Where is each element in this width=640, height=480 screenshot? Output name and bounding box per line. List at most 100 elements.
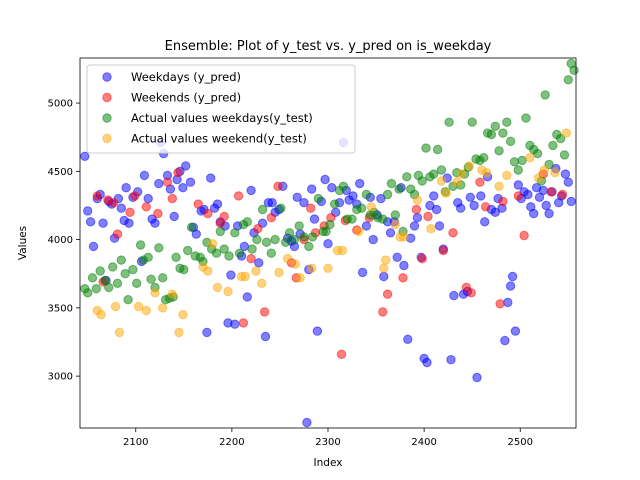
- legend-marker: [102, 113, 112, 123]
- point-series-2: [215, 226, 226, 237]
- point-series-0: [355, 178, 365, 189]
- point-series-2: [230, 228, 240, 238]
- point-series-3: [494, 181, 504, 192]
- point-series-0: [80, 151, 90, 162]
- point-series-2: [513, 165, 523, 175]
- point-series-1: [382, 289, 393, 299]
- point-series-0: [191, 229, 202, 239]
- point-series-3: [223, 286, 233, 297]
- point-series-3: [174, 327, 184, 338]
- point-series-0: [379, 271, 389, 282]
- point-series-2: [436, 165, 447, 175]
- point-series-2: [95, 266, 105, 276]
- point-series-2: [266, 248, 276, 258]
- point-series-2: [347, 214, 357, 224]
- point-series-1: [108, 198, 119, 208]
- point-series-3: [481, 168, 492, 178]
- point-series-2: [467, 117, 477, 127]
- point-series-2: [257, 204, 268, 215]
- point-series-0: [327, 183, 337, 193]
- point-series-3: [158, 303, 168, 313]
- point-series-1: [475, 177, 485, 187]
- point-series-2: [498, 128, 508, 138]
- point-series-2: [91, 284, 102, 294]
- legend: Weekdays (y_pred) Weekends (y_pred) Actual…: [86, 64, 356, 154]
- point-series-0: [541, 200, 551, 211]
- point-series-3: [561, 128, 572, 138]
- legend-marker: [102, 72, 112, 82]
- point-series-2: [548, 140, 558, 151]
- point-series-2: [132, 278, 142, 288]
- point-series-0: [185, 177, 196, 187]
- point-series-2: [276, 203, 286, 213]
- point-series-2: [555, 133, 566, 144]
- point-series-1: [233, 191, 244, 201]
- point-series-0: [150, 218, 160, 228]
- point-series-0: [472, 372, 482, 383]
- point-series-2: [252, 234, 262, 245]
- point-series-0: [469, 200, 479, 211]
- point-series-1: [253, 224, 263, 234]
- y-tick-label: 4500: [48, 167, 73, 178]
- point-series-0: [212, 199, 223, 209]
- point-series-0: [202, 327, 212, 338]
- point-series-1: [495, 299, 505, 309]
- point-series-3: [441, 188, 451, 198]
- point-series-0: [560, 169, 571, 179]
- point-series-2: [502, 117, 512, 127]
- point-series-0: [124, 218, 134, 228]
- point-series-1: [378, 307, 388, 317]
- y-tick-label: 3000: [48, 372, 73, 383]
- point-series-3: [208, 239, 218, 249]
- point-series-2: [179, 264, 189, 275]
- point-series-2: [224, 251, 234, 261]
- point-series-2: [146, 274, 156, 284]
- point-series-0: [409, 221, 420, 231]
- x-tick-label: 2400: [411, 437, 436, 448]
- point-series-1: [173, 168, 183, 178]
- point-series-2: [154, 243, 164, 253]
- point-series-1: [219, 211, 229, 222]
- point-series-1: [423, 211, 433, 222]
- point-series-3: [282, 254, 293, 264]
- point-series-0: [246, 185, 256, 196]
- point-series-1: [112, 229, 123, 239]
- point-series-0: [385, 228, 396, 238]
- point-series-1: [448, 228, 458, 238]
- x-tick-label: 2500: [508, 437, 533, 448]
- point-series-0: [85, 217, 96, 227]
- point-series-3: [133, 301, 144, 312]
- point-series-3: [307, 263, 317, 273]
- point-series-2: [289, 234, 300, 245]
- point-series-2: [135, 240, 146, 250]
- point-series-3: [456, 169, 467, 179]
- point-series-2: [299, 232, 309, 242]
- point-series-0: [357, 267, 368, 278]
- point-series-2: [521, 113, 531, 123]
- y-tick-label: 4000: [48, 235, 73, 246]
- point-series-0: [538, 185, 548, 196]
- point-series-2: [284, 228, 295, 238]
- point-series-3: [240, 271, 251, 282]
- point-series-2: [444, 117, 454, 127]
- point-series-1: [336, 349, 347, 359]
- x-tick-label: 2200: [219, 437, 244, 448]
- point-series-0: [490, 207, 500, 218]
- point-series-1: [398, 273, 408, 283]
- point-series-2: [421, 143, 431, 153]
- point-series-3: [464, 161, 474, 171]
- point-series-2: [234, 248, 245, 258]
- point-series-0: [143, 193, 153, 204]
- point-series-3: [399, 232, 409, 242]
- point-series-3: [426, 224, 436, 234]
- point-series-1: [557, 189, 568, 200]
- point-series-0: [422, 357, 432, 368]
- point-series-0: [139, 170, 150, 181]
- point-series-0: [206, 173, 216, 183]
- point-series-0: [431, 204, 442, 215]
- point-series-0: [503, 297, 513, 308]
- point-series-0: [403, 334, 413, 344]
- legend-box: [86, 64, 356, 154]
- point-series-0: [399, 260, 409, 271]
